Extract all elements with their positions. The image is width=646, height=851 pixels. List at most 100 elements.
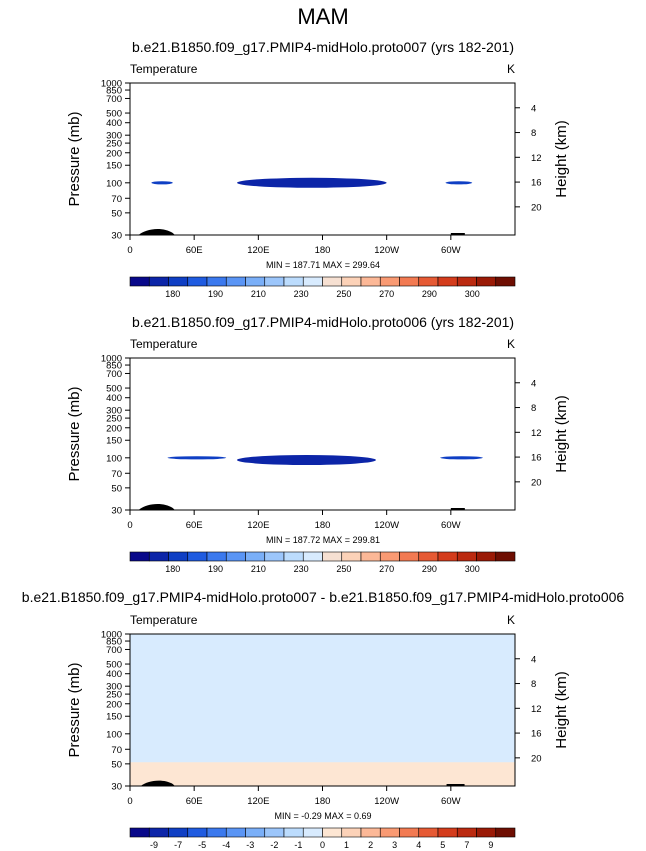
colorbar-label: -7: [174, 840, 182, 850]
y2-tick-label: 8: [531, 679, 536, 690]
colorbar-swatch: [187, 551, 208, 562]
tropopause-cold-lobe: [445, 181, 473, 185]
panel-2-y2-axis: 4 8 12 16 20: [515, 654, 542, 764]
y2-tick-label: 12: [531, 704, 542, 715]
colorbar-label: 250: [336, 564, 351, 574]
colorbar-swatch: [399, 827, 420, 838]
colorbar-swatch: [283, 551, 304, 562]
panel-2-left-label: Temperature: [130, 613, 198, 627]
colorbar-label: 190: [208, 564, 223, 574]
y-tick-label: 100: [106, 453, 122, 464]
panel-0-title: b.e21.B1850.f09_g17.PMIP4-midHolo.proto0…: [132, 39, 514, 55]
colorbar-swatch: [302, 551, 323, 562]
colorbar-swatch: [129, 827, 150, 838]
x-tick-label: 60W: [441, 520, 461, 531]
negative-region: [130, 649, 442, 755]
y-tick-label: 100: [106, 729, 122, 740]
panel-0-stats: MIN = 187.71 MAX = 299.64: [266, 260, 380, 270]
colorbar-label: 290: [422, 289, 437, 299]
negative-region: [130, 637, 175, 642]
tropopause-cold-lobe: [236, 455, 376, 466]
panel-0-y2-axis: 4 8 12 16 20: [515, 103, 542, 213]
terrain-mask: [138, 503, 175, 510]
colorbar-swatch: [322, 276, 343, 287]
y-tick-label: 70: [111, 469, 122, 480]
y2-tick-label: 16: [531, 453, 542, 464]
panel-2: b.e21.B1850.f09_g17.PMIP4-midHolo.proto0…: [22, 589, 625, 850]
panel-2-stats: MIN = -0.29 MAX = 0.69: [274, 811, 371, 821]
colorbar-swatch: [264, 551, 285, 562]
y-tick-label: 1000: [101, 79, 122, 90]
panel-0-field: [138, 177, 473, 235]
colorbar-swatch: [341, 551, 362, 562]
colorbar-swatch: [437, 551, 458, 562]
y-tick-label: 850: [106, 86, 122, 97]
y-tick-label: 300: [106, 131, 122, 142]
y-tick-label: 850: [106, 637, 122, 648]
colorbar-swatch: [245, 551, 266, 562]
colorbar-label: -1: [294, 840, 302, 850]
negative-region: [130, 755, 515, 763]
y2-tick-label: 20: [531, 477, 542, 488]
panel-2-y2label: Height (km): [553, 671, 570, 749]
colorbar-label: 230: [294, 289, 309, 299]
colorbar-label: 230: [294, 564, 309, 574]
colorbar-swatch: [148, 827, 169, 838]
colorbar-swatch: [456, 276, 477, 287]
colorbar-swatch: [187, 827, 208, 838]
y-tick-label: 70: [111, 745, 122, 756]
colorbar-label: 300: [465, 564, 480, 574]
colorbar-swatch: [225, 827, 246, 838]
colorbar-label: 180: [165, 564, 180, 574]
negative-region: [193, 643, 238, 649]
y-tick-label: 150: [106, 436, 122, 447]
x-tick-label: 180: [315, 796, 331, 807]
panel-2-right-label: K: [507, 613, 515, 627]
y-tick-label: 1000: [101, 630, 122, 641]
panel-1: b.e21.B1850.f09_g17.PMIP4-midHolo.proto0…: [66, 314, 570, 574]
y2-tick-label: 12: [531, 153, 542, 164]
y-tick-label: 150: [106, 712, 122, 723]
colorbar-swatch: [283, 276, 304, 287]
colorbar-swatch: [302, 276, 323, 287]
colorbar-swatch: [283, 827, 304, 838]
colorbar-label: 300: [465, 289, 480, 299]
colorbar-swatch: [206, 276, 227, 287]
colorbar-swatch: [379, 827, 400, 838]
colorbar-label: 0: [320, 840, 325, 850]
y-tick-label: 50: [111, 759, 122, 770]
colorbar-swatch: [225, 551, 246, 562]
colorbar-swatch: [476, 551, 497, 562]
colorbar-swatch: [495, 276, 516, 287]
y-tick-label: 30: [111, 782, 122, 793]
figure-title: MAM: [297, 4, 348, 29]
panel-1-field: [138, 455, 483, 510]
terrain-mask: [138, 228, 175, 235]
x-tick-label: 120E: [247, 520, 269, 531]
panel-1-frame: [129, 357, 516, 511]
y-tick-label: 250: [106, 139, 122, 150]
colorbar-swatch: [341, 276, 362, 287]
colorbar-swatch: [322, 827, 343, 838]
x-tick-label: 60E: [186, 520, 203, 531]
colorbar-label: -4: [222, 840, 230, 850]
panel-0-frame: [129, 82, 516, 236]
y-tick-label: 400: [106, 669, 122, 680]
panel-1-x-axis: 0 60E 120E 180 120W 60W: [127, 510, 461, 531]
y2-tick-label: 16: [531, 729, 542, 740]
colorbar-swatch: [129, 551, 150, 562]
y2-tick-label: 4: [531, 378, 536, 389]
y-tick-label: 250: [106, 690, 122, 701]
x-tick-label: 60W: [441, 796, 461, 807]
colorbar-label: 4: [416, 840, 421, 850]
y-tick-label: 150: [106, 161, 122, 172]
y2-tick-label: 4: [531, 103, 536, 114]
panel-0-ylabel: Pressure (mb): [66, 111, 83, 206]
colorbar-label: -9: [150, 840, 158, 850]
terrain-mask: [140, 780, 175, 786]
colorbar-swatch: [476, 276, 497, 287]
colorbar-label: 3: [392, 840, 397, 850]
colorbar-swatch: [399, 551, 420, 562]
